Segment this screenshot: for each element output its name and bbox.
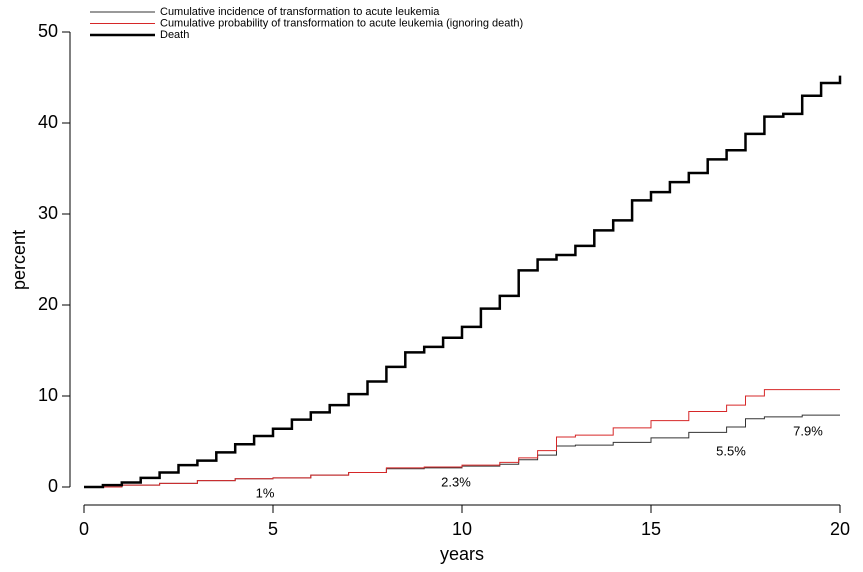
legend-label: Cumulative incidence of transformation t… xyxy=(160,6,440,18)
x-axis-label: years xyxy=(440,544,484,564)
annotation: 2.3% xyxy=(441,474,471,489)
legend-label: Death xyxy=(160,29,189,41)
y-tick-label: 20 xyxy=(38,294,58,314)
annotation: 1% xyxy=(256,485,275,500)
x-tick-label: 20 xyxy=(830,519,850,539)
x-tick-label: 5 xyxy=(268,519,278,539)
y-tick-label: 10 xyxy=(38,385,58,405)
y-axis-label: percent xyxy=(9,230,29,290)
annotation: 7.9% xyxy=(793,423,823,438)
x-tick-label: 10 xyxy=(452,519,472,539)
y-tick-label: 0 xyxy=(48,476,58,496)
step-line xyxy=(84,389,840,488)
y-tick-label: 50 xyxy=(38,21,58,41)
y-tick-label: 40 xyxy=(38,112,58,132)
step-line xyxy=(84,75,842,489)
x-tick-label: 0 xyxy=(79,519,89,539)
x-tick-label: 15 xyxy=(641,519,661,539)
annotation: 5.5% xyxy=(716,443,746,458)
legend-label: Cumulative probability of transformation… xyxy=(160,17,523,29)
y-tick-label: 30 xyxy=(38,203,58,223)
